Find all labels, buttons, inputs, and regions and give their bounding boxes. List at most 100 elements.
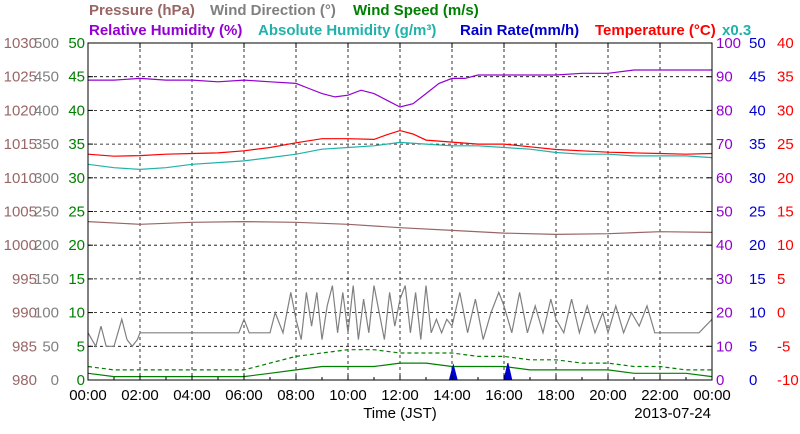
wind-direction-tick-label: 200 xyxy=(34,237,59,254)
rain-rate-tick-label: 35 xyxy=(749,136,766,153)
x-tick-label: 10:00 xyxy=(329,387,367,404)
wind-direction-tick-label: 250 xyxy=(34,204,59,221)
temperature-tick-label: 20 xyxy=(777,170,794,187)
x-tick-label: 06:00 xyxy=(225,387,263,404)
relative-humidity-tick-label: 20 xyxy=(716,305,733,322)
temperature-tick-label: -5 xyxy=(777,338,790,355)
x-axis-label: Time (JST) xyxy=(363,405,437,422)
wind-direction-tick-label: 350 xyxy=(34,136,59,153)
series-temperature-c xyxy=(87,129,713,157)
chart-date: 2013-07-24 xyxy=(634,405,711,422)
title-rain-rate-mm-h: Rain Rate(mm/h) xyxy=(460,22,579,39)
title-x0-3: x0.3 xyxy=(722,22,751,39)
pressure-tick-label: 995 xyxy=(12,271,37,288)
chart-axes: 00:00 02:00 04:00 06:00 08:00 10:00 12:00 14:00… xyxy=(4,35,799,404)
x-tick-label: 22:00 xyxy=(641,387,679,404)
rain-rate-tick-label: 15 xyxy=(749,271,766,288)
temperature-tick-label: 30 xyxy=(777,102,794,119)
relative-humidity-tick-label: 80 xyxy=(716,102,733,119)
wind-speed-tick-label: 30 xyxy=(68,170,85,187)
title-absolute-humidity-g-m: Absolute Humidity (g/m³) xyxy=(258,22,436,39)
pressure-tick-label: 985 xyxy=(12,338,37,355)
wind-speed-tick-label: 25 xyxy=(68,204,85,221)
x-tick-label: 14:00 xyxy=(433,387,471,404)
pressure-tick-label: 1005 xyxy=(4,204,37,221)
wind-direction-tick-label: 300 xyxy=(34,170,59,187)
wind-speed-tick-label: 50 xyxy=(68,35,85,52)
series-relative-humidity xyxy=(88,69,712,108)
x-tick-label: 04:00 xyxy=(173,387,211,404)
title-temperature-c: Temperature (°C) xyxy=(595,22,716,39)
wind-direction-tick-label: 100 xyxy=(34,305,59,322)
rain-rate-tick-label: 30 xyxy=(749,170,766,187)
wind-speed-tick-label: 20 xyxy=(68,237,85,254)
x-tick-label: 00:00 xyxy=(69,387,107,404)
rain-rate-tick-label: 20 xyxy=(749,237,766,254)
wind-speed-tick-label: 45 xyxy=(68,69,85,86)
x-tick-label: 00:00 xyxy=(693,387,731,404)
rain-rate-tick-label: 5 xyxy=(749,338,757,355)
wind-speed-tick-label: 35 xyxy=(68,136,85,153)
relative-humidity-tick-label: 50 xyxy=(716,204,733,221)
temperature-tick-label: 25 xyxy=(777,136,794,153)
pressure-tick-label: 1030 xyxy=(4,35,37,52)
wind-direction-tick-label: 450 xyxy=(34,69,59,86)
wind-speed-tick-label: 15 xyxy=(68,271,85,288)
relative-humidity-tick-label: 70 xyxy=(716,136,733,153)
relative-humidity-tick-label: 30 xyxy=(716,271,733,288)
rain-rate-tick-label: 10 xyxy=(749,305,766,322)
temperature-tick-label: 5 xyxy=(777,271,785,288)
wind-speed-tick-label: 10 xyxy=(68,305,85,322)
rain-rate-tick-label: 25 xyxy=(749,204,766,221)
wind-speed-tick-label: 5 xyxy=(77,338,85,355)
series-wind-direction xyxy=(87,285,713,348)
temperature-tick-label: -10 xyxy=(777,372,799,389)
temperature-tick-label: 40 xyxy=(777,35,794,52)
pressure-tick-label: 1000 xyxy=(4,237,37,254)
wind-speed-tick-label: 0 xyxy=(77,372,85,389)
relative-humidity-tick-label: 10 xyxy=(716,338,733,355)
wind-speed-tick-label: 40 xyxy=(68,102,85,119)
relative-humidity-tick-label: 100 xyxy=(716,35,741,52)
title-pressure-hpa: Pressure (hPa) xyxy=(89,2,195,19)
title-wind-direction: Wind Direction (°) xyxy=(210,2,336,19)
wind-direction-tick-label: 0 xyxy=(51,372,59,389)
relative-humidity-tick-label: 60 xyxy=(716,170,733,187)
pressure-tick-label: 1025 xyxy=(4,69,37,86)
rain-rate-tick-label: 50 xyxy=(749,35,766,52)
pressure-tick-label: 1020 xyxy=(4,102,37,119)
x-tick-label: 02:00 xyxy=(121,387,159,404)
x-tick-label: 08:00 xyxy=(277,387,315,404)
temperature-tick-label: 15 xyxy=(777,204,794,221)
title-wind-speed-m-s: Wind Speed (m/s) xyxy=(353,2,479,19)
pressure-tick-label: 980 xyxy=(12,372,37,389)
wind-direction-tick-label: 400 xyxy=(34,102,59,119)
temperature-tick-label: 35 xyxy=(777,69,794,86)
relative-humidity-tick-label: 40 xyxy=(716,237,733,254)
chart-grid xyxy=(88,43,712,380)
series-absolute-humidity-g-m-x0-3 xyxy=(87,141,713,171)
series-pressure-hpa xyxy=(87,220,713,236)
relative-humidity-tick-label: 0 xyxy=(716,372,724,389)
x-tick-label: 12:00 xyxy=(381,387,419,404)
wind-direction-tick-label: 150 xyxy=(34,271,59,288)
pressure-tick-label: 1015 xyxy=(4,136,37,153)
wind-direction-tick-label: 500 xyxy=(34,35,59,52)
rain-rate-tick-label: 45 xyxy=(749,69,766,86)
series-rain-rate-mm-h xyxy=(448,362,513,381)
title-relative-humidity: Relative Humidity (%) xyxy=(89,22,242,39)
rain-rate-tick-label: 0 xyxy=(749,372,757,389)
temperature-tick-label: 0 xyxy=(777,305,785,322)
rain-rate-tick-label: 40 xyxy=(749,102,766,119)
pressure-tick-label: 1010 xyxy=(4,170,37,187)
wind-direction-tick-label: 50 xyxy=(42,338,59,355)
x-tick-label: 20:00 xyxy=(589,387,627,404)
pressure-tick-label: 990 xyxy=(12,305,37,322)
series-wind-speed-gust-m-s xyxy=(87,349,712,371)
x-tick-label: 16:00 xyxy=(485,387,523,404)
temperature-tick-label: 10 xyxy=(777,237,794,254)
x-tick-label: 18:00 xyxy=(537,387,575,404)
chart-ticks xyxy=(87,42,713,381)
relative-humidity-tick-label: 90 xyxy=(716,69,733,86)
